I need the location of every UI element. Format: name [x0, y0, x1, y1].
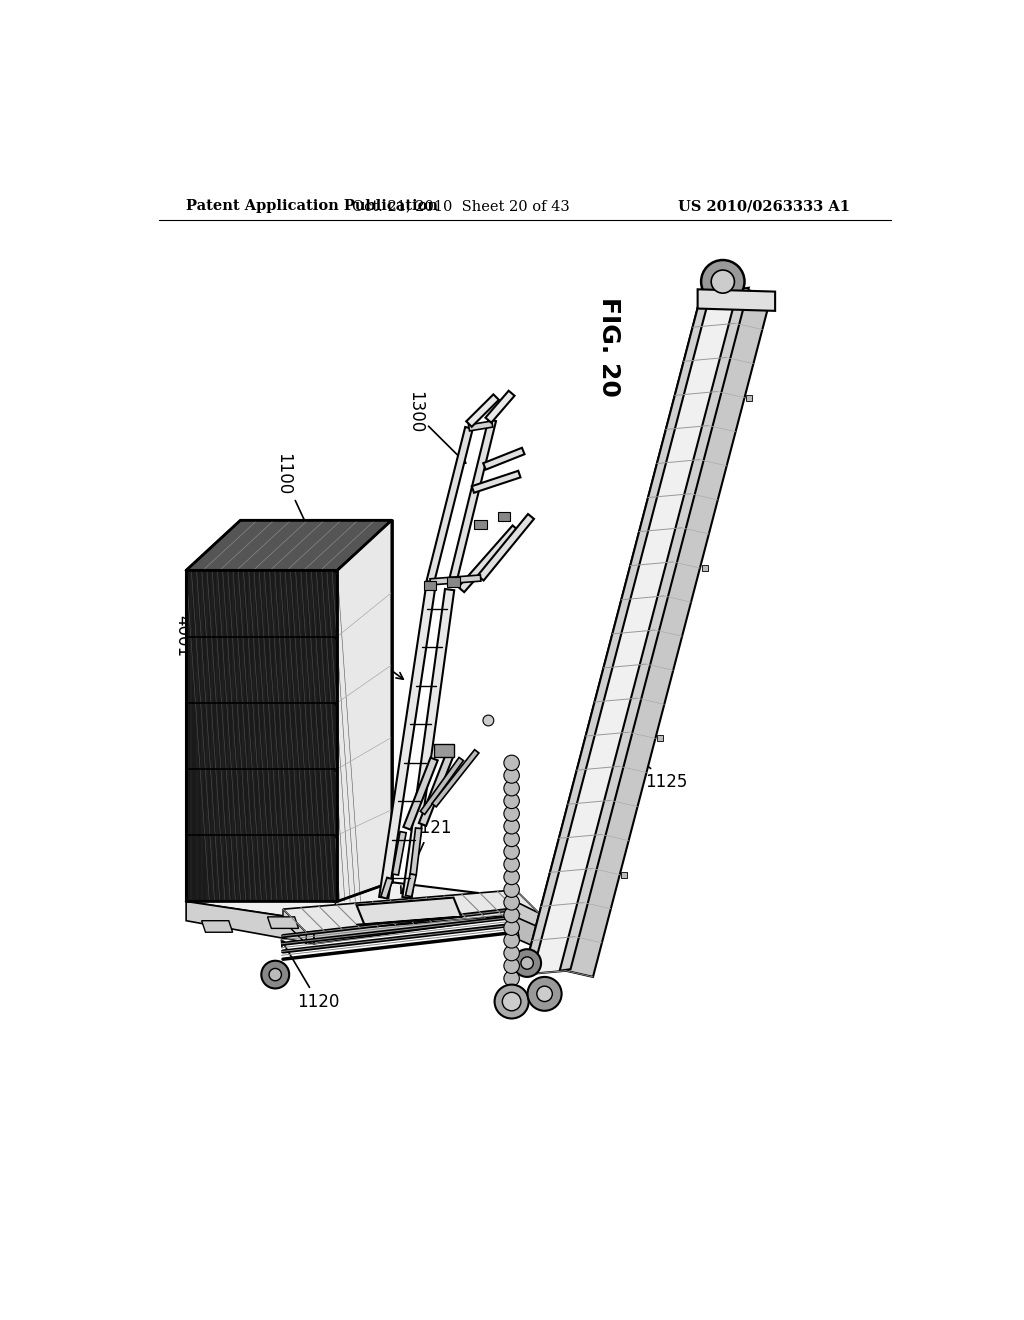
Circle shape	[504, 882, 519, 898]
Circle shape	[504, 857, 519, 873]
Text: 1300: 1300	[406, 391, 466, 463]
Bar	[474, 520, 486, 529]
Circle shape	[527, 977, 561, 1011]
Polygon shape	[472, 471, 520, 492]
Text: 4000: 4000	[336, 615, 403, 680]
Polygon shape	[432, 750, 479, 807]
Polygon shape	[356, 917, 461, 924]
Circle shape	[261, 961, 289, 989]
Circle shape	[504, 818, 519, 834]
Polygon shape	[483, 447, 524, 470]
Polygon shape	[560, 288, 749, 970]
Bar	[746, 395, 753, 401]
Circle shape	[495, 985, 528, 1019]
Polygon shape	[515, 917, 554, 956]
Text: US 2010/0263333 A1: US 2010/0263333 A1	[678, 199, 850, 213]
Circle shape	[504, 768, 519, 783]
Circle shape	[504, 895, 519, 909]
Polygon shape	[186, 570, 337, 902]
Circle shape	[504, 933, 519, 948]
Bar	[701, 565, 708, 572]
Polygon shape	[697, 289, 775, 312]
Circle shape	[504, 793, 519, 809]
Polygon shape	[379, 589, 435, 899]
Polygon shape	[381, 878, 393, 899]
Polygon shape	[337, 520, 391, 902]
Bar	[424, 581, 436, 590]
Polygon shape	[411, 828, 422, 875]
Circle shape	[701, 260, 744, 304]
Polygon shape	[523, 292, 711, 974]
Polygon shape	[406, 874, 416, 896]
Polygon shape	[515, 890, 539, 924]
Polygon shape	[508, 898, 543, 932]
Circle shape	[504, 945, 519, 961]
Circle shape	[504, 970, 519, 986]
Circle shape	[504, 807, 519, 821]
Bar	[434, 743, 454, 758]
Polygon shape	[402, 589, 455, 898]
Polygon shape	[186, 882, 515, 921]
Circle shape	[504, 870, 519, 884]
Circle shape	[504, 958, 519, 973]
Text: 4001: 4001	[173, 615, 218, 678]
Text: 1121: 1121	[400, 820, 452, 894]
Polygon shape	[469, 421, 493, 430]
Circle shape	[504, 832, 519, 846]
Polygon shape	[419, 754, 454, 826]
Text: Patent Application Publication: Patent Application Publication	[186, 199, 438, 213]
Circle shape	[513, 949, 541, 977]
Bar	[447, 577, 460, 586]
Circle shape	[537, 986, 552, 1002]
Polygon shape	[566, 289, 771, 977]
Bar	[657, 735, 664, 742]
Text: 1125: 1125	[615, 739, 688, 791]
Circle shape	[504, 755, 519, 771]
Circle shape	[504, 907, 519, 923]
Bar	[498, 512, 510, 521]
Polygon shape	[314, 898, 515, 944]
Text: 1100: 1100	[274, 453, 328, 570]
Polygon shape	[420, 758, 464, 814]
Polygon shape	[459, 525, 518, 593]
Circle shape	[504, 920, 519, 936]
Bar	[622, 871, 628, 878]
Polygon shape	[267, 917, 299, 928]
Circle shape	[712, 271, 734, 293]
Polygon shape	[283, 890, 539, 932]
Polygon shape	[430, 576, 481, 585]
Polygon shape	[356, 898, 461, 924]
Circle shape	[521, 957, 534, 969]
Polygon shape	[283, 909, 306, 944]
Text: FIG. 20: FIG. 20	[597, 297, 621, 397]
Polygon shape	[186, 520, 391, 570]
Circle shape	[269, 969, 282, 981]
Circle shape	[483, 715, 494, 726]
Polygon shape	[485, 391, 515, 422]
Circle shape	[504, 780, 519, 796]
Polygon shape	[466, 395, 499, 426]
Circle shape	[504, 843, 519, 859]
Polygon shape	[523, 289, 744, 974]
Polygon shape	[450, 420, 496, 579]
Circle shape	[503, 993, 521, 1011]
Polygon shape	[202, 921, 232, 932]
Text: 1120: 1120	[282, 940, 339, 1011]
Polygon shape	[392, 832, 407, 875]
Polygon shape	[477, 513, 534, 581]
Text: Oct. 21, 2010  Sheet 20 of 43: Oct. 21, 2010 Sheet 20 of 43	[352, 199, 570, 213]
Polygon shape	[186, 902, 314, 944]
Polygon shape	[403, 758, 437, 830]
Polygon shape	[426, 426, 473, 583]
